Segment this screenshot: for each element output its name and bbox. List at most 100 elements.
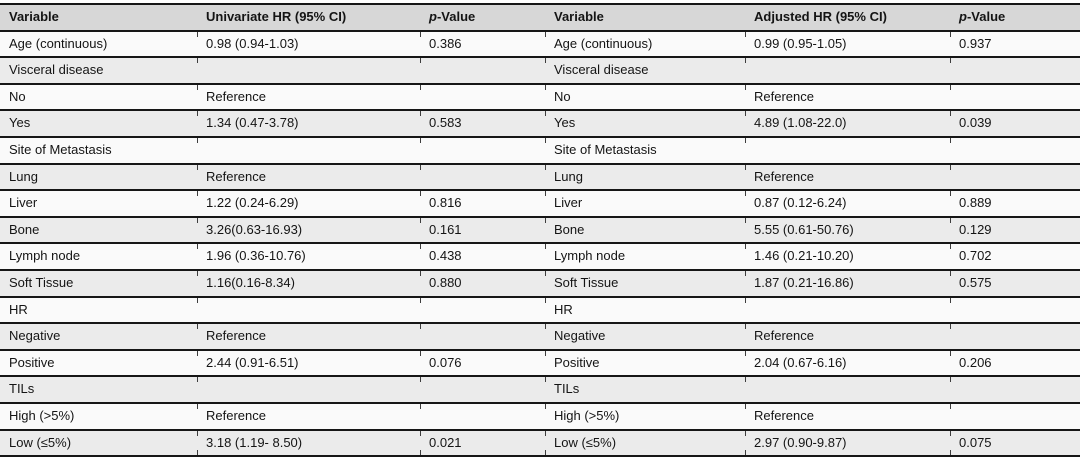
cell-variable-left: High (>5%) bbox=[0, 401, 197, 430]
pvalue-rest: -Value bbox=[966, 9, 1006, 24]
cell-variable-left: Lymph node bbox=[0, 242, 197, 270]
cell-variable-left: Low (≤5%) bbox=[0, 428, 197, 457]
cell-p-value-right bbox=[950, 322, 1080, 350]
cell-adjusted-hr: 1.46 (0.21-10.20) bbox=[745, 242, 950, 270]
cell-univariate-hr: 2.44 (0.91-6.51) bbox=[197, 348, 420, 377]
cell-adjusted-hr bbox=[745, 295, 950, 324]
cell-univariate-hr: 1.22 (0.24-6.29) bbox=[197, 189, 420, 217]
table-header: Variable Univariate HR (95% CI) p-Value … bbox=[0, 4, 1080, 32]
cell-p-value-left bbox=[420, 401, 545, 430]
cell-variable-right: Positive bbox=[545, 348, 745, 377]
column-header-adjusted-hr: Adjusted HR (95% CI) bbox=[745, 4, 950, 32]
cell-p-value-left bbox=[420, 82, 545, 111]
cell-adjusted-hr: 4.89 (1.08-22.0) bbox=[745, 109, 950, 137]
table-row: Negative Reference Negative Reference bbox=[0, 322, 1080, 350]
table-header-row: Variable Univariate HR (95% CI) p-Value … bbox=[0, 4, 1080, 32]
cell-adjusted-hr bbox=[745, 375, 950, 403]
cell-variable-right: Age (continuous) bbox=[545, 30, 745, 58]
cell-variable-left: Lung bbox=[0, 162, 197, 191]
cell-univariate-hr: 1.16(0.16-8.34) bbox=[197, 268, 420, 297]
cell-adjusted-hr: 0.99 (0.95-1.05) bbox=[745, 30, 950, 58]
cell-p-value-right bbox=[950, 162, 1080, 191]
cell-variable-left: TILs bbox=[0, 375, 197, 403]
cell-adjusted-hr: 5.55 (0.61-50.76) bbox=[745, 215, 950, 244]
table-row: Bone 3.26(0.63-16.93) 0.161 Bone 5.55 (0.61-… bbox=[0, 215, 1080, 244]
cell-variable-left: Liver bbox=[0, 189, 197, 217]
hazard-ratio-table: Variable Univariate HR (95% CI) p-Value … bbox=[0, 3, 1080, 458]
table-row: HR HR bbox=[0, 295, 1080, 324]
cell-variable-right: HR bbox=[545, 295, 745, 324]
cell-p-value-right bbox=[950, 56, 1080, 84]
cell-variable-left: Positive bbox=[0, 348, 197, 377]
table-row: Lung Reference Lung Reference bbox=[0, 162, 1080, 191]
cell-p-value-left: 0.816 bbox=[420, 189, 545, 217]
pvalue-rest: -Value bbox=[436, 9, 476, 24]
cell-adjusted-hr: Reference bbox=[745, 401, 950, 430]
cell-p-value-right: 0.039 bbox=[950, 109, 1080, 137]
cell-variable-left: Yes bbox=[0, 109, 197, 137]
cell-p-value-left: 0.438 bbox=[420, 242, 545, 270]
cell-univariate-hr bbox=[197, 295, 420, 324]
cell-p-value-right bbox=[950, 295, 1080, 324]
table-body: Age (continuous) 0.98 (0.94-1.03) 0.386 Age… bbox=[0, 30, 1080, 457]
cell-p-value-left: 0.583 bbox=[420, 109, 545, 137]
cell-p-value-right bbox=[950, 401, 1080, 430]
cell-adjusted-hr bbox=[745, 135, 950, 164]
cell-p-value-right: 0.575 bbox=[950, 268, 1080, 297]
table-row: High (>5%) Reference High (>5%) Reference bbox=[0, 401, 1080, 430]
cell-p-value-left bbox=[420, 56, 545, 84]
cell-variable-left: Bone bbox=[0, 215, 197, 244]
cell-univariate-hr bbox=[197, 56, 420, 84]
table-row: Liver 1.22 (0.24-6.29) 0.816 Liver 0.87 (0.1… bbox=[0, 189, 1080, 217]
table-row: Lymph node 1.96 (0.36-10.76) 0.438 Lymph no… bbox=[0, 242, 1080, 270]
cell-univariate-hr bbox=[197, 135, 420, 164]
pvalue-italic-p: p bbox=[429, 9, 437, 24]
cell-p-value-right bbox=[950, 375, 1080, 403]
cell-p-value-right: 0.129 bbox=[950, 215, 1080, 244]
cell-adjusted-hr: Reference bbox=[745, 322, 950, 350]
cell-p-value-right: 0.889 bbox=[950, 189, 1080, 217]
cell-univariate-hr: Reference bbox=[197, 82, 420, 111]
cell-univariate-hr: Reference bbox=[197, 162, 420, 191]
cell-adjusted-hr: 2.97 (0.90-9.87) bbox=[745, 428, 950, 457]
table-row: Low (≤5%) 3.18 (1.19- 8.50) 0.021 Low (≤5%)… bbox=[0, 428, 1080, 457]
cell-variable-left: Negative bbox=[0, 322, 197, 350]
cell-variable-right: Bone bbox=[545, 215, 745, 244]
table-row: Age (continuous) 0.98 (0.94-1.03) 0.386 Age… bbox=[0, 30, 1080, 58]
cell-p-value-left bbox=[420, 322, 545, 350]
cell-variable-right: Yes bbox=[545, 109, 745, 137]
table-row: Visceral disease Visceral disease bbox=[0, 56, 1080, 84]
cell-variable-left: Soft Tissue bbox=[0, 268, 197, 297]
column-header-variable-left: Variable bbox=[0, 4, 197, 32]
cell-variable-right: Site of Metastasis bbox=[545, 135, 745, 164]
table-row: Positive 2.44 (0.91-6.51) 0.076 Positive 2.0… bbox=[0, 348, 1080, 377]
cell-p-value-left bbox=[420, 375, 545, 403]
cell-p-value-left: 0.880 bbox=[420, 268, 545, 297]
cell-variable-right: Lung bbox=[545, 162, 745, 191]
table-row: No Reference No Reference bbox=[0, 82, 1080, 111]
cell-p-value-left: 0.076 bbox=[420, 348, 545, 377]
cell-p-value-right: 0.702 bbox=[950, 242, 1080, 270]
cell-variable-right: Negative bbox=[545, 322, 745, 350]
cell-univariate-hr: 1.34 (0.47-3.78) bbox=[197, 109, 420, 137]
table-row: Soft Tissue 1.16(0.16-8.34) 0.880 Soft Tiss… bbox=[0, 268, 1080, 297]
table-row: TILs TILs bbox=[0, 375, 1080, 403]
cell-univariate-hr: 3.18 (1.19- 8.50) bbox=[197, 428, 420, 457]
cell-adjusted-hr: 2.04 (0.67-6.16) bbox=[745, 348, 950, 377]
cell-variable-right: No bbox=[545, 82, 745, 111]
table-row: Yes 1.34 (0.47-3.78) 0.583 Yes 4.89 (1.08-22… bbox=[0, 109, 1080, 137]
cell-variable-left: Age (continuous) bbox=[9, 35, 108, 51]
cell-variable-left: HR bbox=[0, 295, 197, 324]
cell-variable-right: TILs bbox=[545, 375, 745, 403]
column-header-pvalue-left: p-Value bbox=[420, 4, 545, 32]
cell-univariate-hr bbox=[197, 375, 420, 403]
cell-p-value-left: 0.161 bbox=[420, 215, 545, 244]
cell-univariate-hr: 1.96 (0.36-10.76) bbox=[197, 242, 420, 270]
cell-variable-left: No bbox=[0, 82, 197, 111]
cell-univariate-hr: Reference bbox=[197, 401, 420, 430]
cell-adjusted-hr: Reference bbox=[745, 162, 950, 191]
column-header-pvalue-right: p-Value bbox=[950, 4, 1080, 32]
cell-p-value-right: 0.075 bbox=[950, 428, 1080, 457]
cell-p-value-right: 0.206 bbox=[950, 348, 1080, 377]
